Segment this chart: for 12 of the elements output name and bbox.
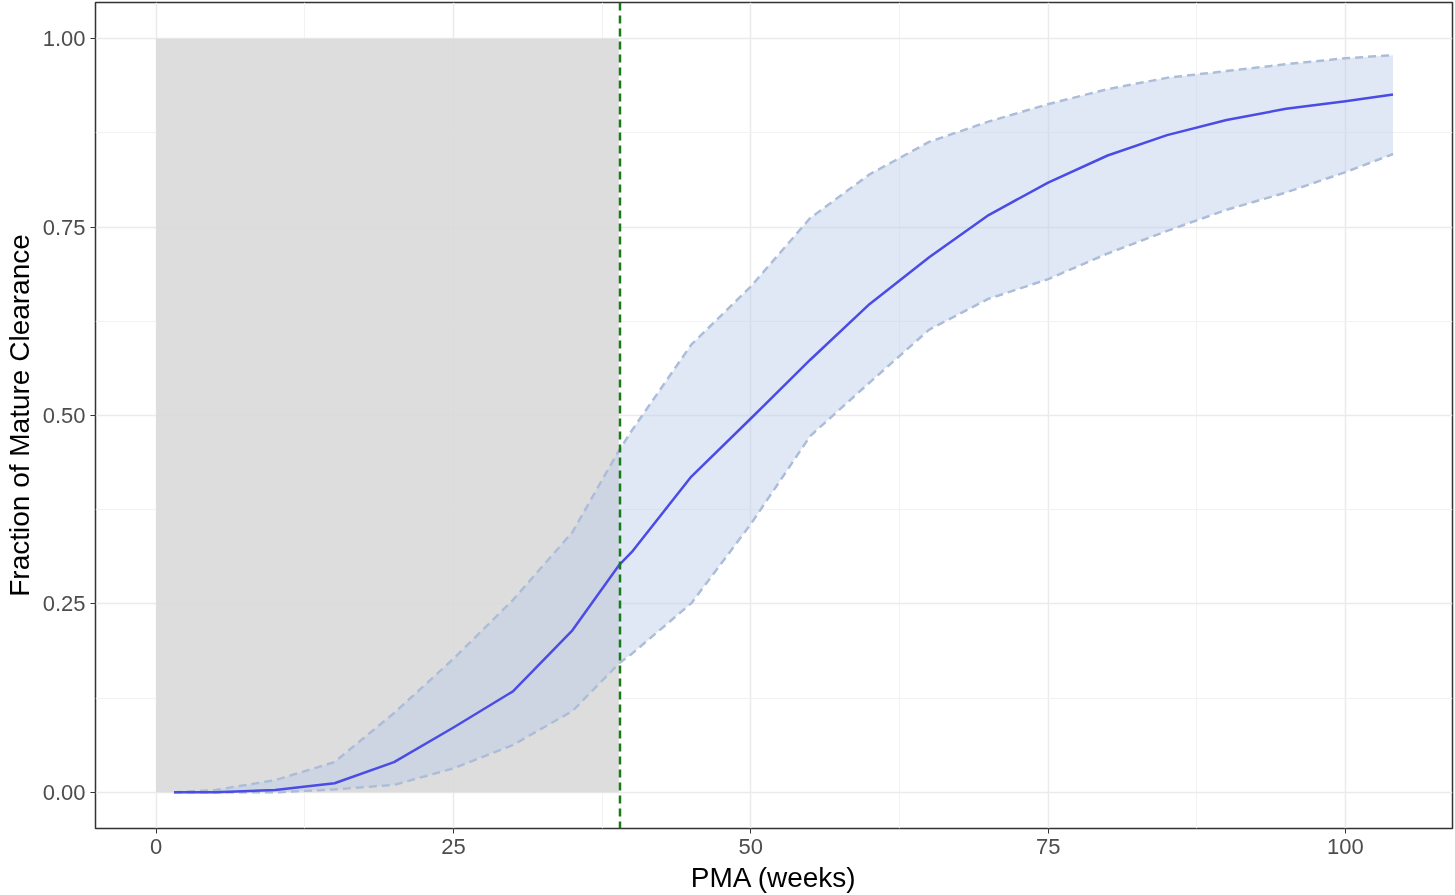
y-tick-label: 0.75 xyxy=(42,214,86,240)
x-tick-label: 75 xyxy=(1035,833,1061,859)
y-tick-label: 1.00 xyxy=(42,26,86,52)
x-axis-title: PMA (weeks) xyxy=(690,861,856,893)
x-tick-label: 0 xyxy=(150,833,163,859)
y-tick-label: 0.50 xyxy=(42,403,86,428)
x-tick-label: 100 xyxy=(1327,833,1364,859)
y-tick-label: 0.25 xyxy=(42,591,86,617)
x-tick-label: 50 xyxy=(738,833,764,859)
y-axis-title: Fraction of Mature Clearance xyxy=(3,234,35,597)
x-tick-label: 25 xyxy=(441,833,466,859)
y-tick-label: 0.00 xyxy=(42,779,86,805)
